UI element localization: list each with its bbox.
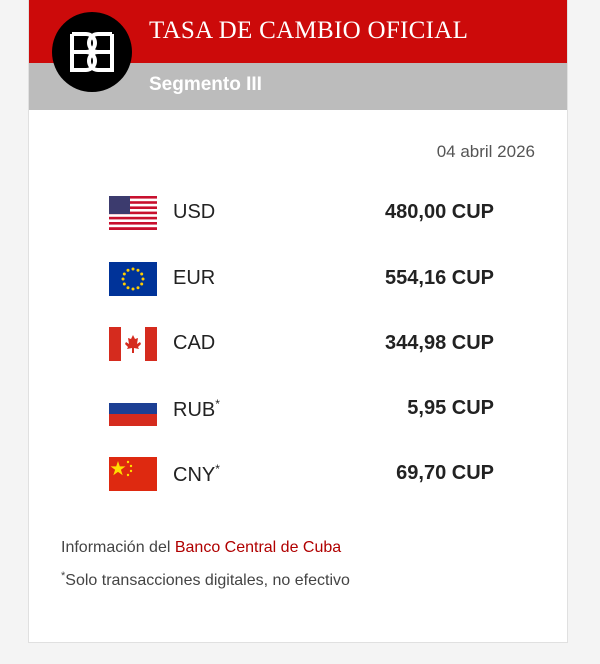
rate-row: CNY* 69,70 CUP [29,457,567,493]
marker: * [215,397,220,411]
logo [52,12,132,92]
currency-code: USD [173,201,216,223]
date: 04 abril 2026 [436,142,535,161]
rate-value: 344,98 CUP [385,332,494,354]
flag-rub [109,392,157,426]
code-text: RUB [173,399,216,421]
rate-row: RUB* 5,95 CUP [29,392,567,428]
rate-value: 554,16 CUP [385,267,494,289]
rate-card: TASA DE CAMBIO OFICIAL Segmento III 04 a… [28,0,568,643]
currency-code: CAD [173,332,216,354]
subtitle: Segmento III [149,74,262,95]
code-text: CNY [173,464,216,486]
rate-value: 69,70 CUP [396,462,494,484]
source-link[interactable]: Banco Central de Cuba [174,539,342,556]
title: TASA DE CAMBIO OFICIAL [149,17,469,44]
flag-cny [109,457,157,491]
flag-eur [109,262,157,296]
rate-row: CAD 344,98 CUP [29,327,567,363]
source: Información del Banco Central de Cuba [61,539,341,557]
flag-usd [109,196,157,230]
note-text: Solo transacciones digitales, no efectiv… [65,572,350,589]
rate-value: 5,95 CUP [407,397,494,419]
marker: * [215,462,220,476]
rate-row: EUR 554,16 CUP [29,262,567,298]
note-marker: * [61,570,66,582]
currency-code: RUB* [173,397,220,422]
source-prefix: Información del [61,539,171,556]
rate-value: 480,00 CUP [385,201,494,223]
rate-row: USD 480,00 CUP [29,196,567,232]
currency-code: EUR [173,267,216,289]
flag-cad [109,327,157,361]
note: *Solo transacciones digitales, no efecti… [61,570,350,590]
currency-code: CNY* [173,462,220,487]
